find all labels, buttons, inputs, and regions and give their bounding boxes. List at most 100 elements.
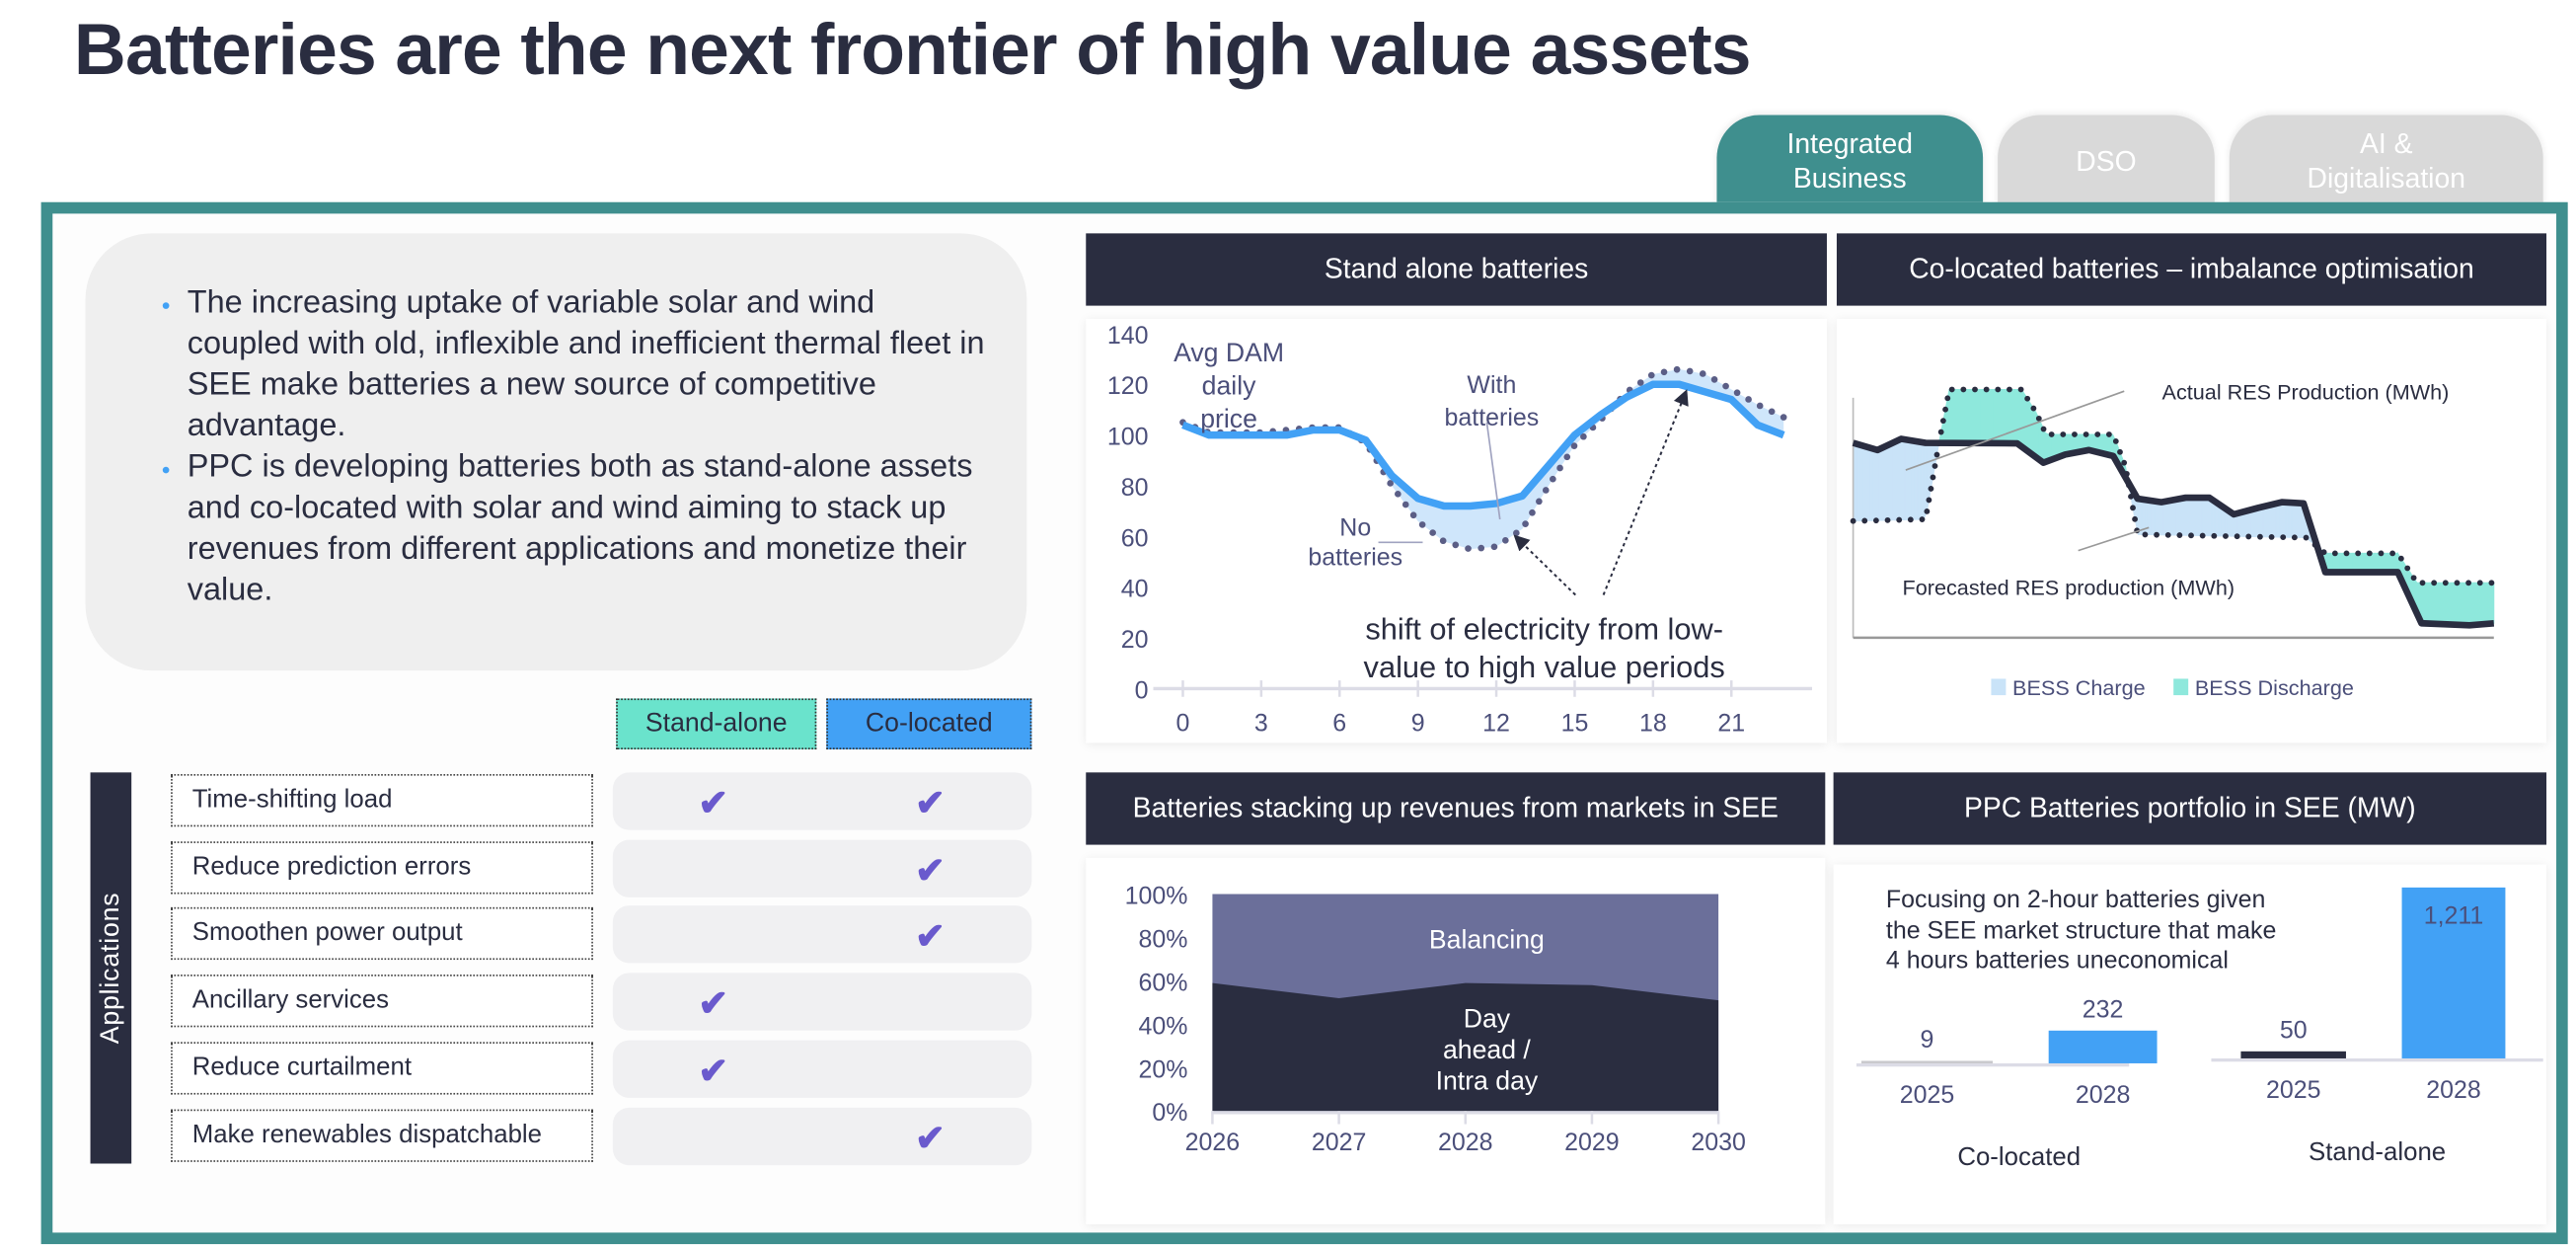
tab-label: Integrated <box>1786 127 1913 160</box>
y-tick-label: 20% <box>1139 1055 1188 1083</box>
note-line: 4 hours batteries uneconomical <box>1885 946 2229 976</box>
y-tick-label: 0% <box>1152 1099 1187 1127</box>
y-tick-label: 100 <box>1107 424 1149 451</box>
check-icon: ✔ <box>698 1050 729 1092</box>
application-row-cells: ✔ <box>612 1040 1032 1098</box>
bullet-item: PPC is developing batteries both as stan… <box>188 447 994 611</box>
x-tick-label: 21 <box>1717 710 1745 738</box>
y-axis-title: price <box>1200 404 1257 433</box>
series-label: batteries <box>1308 544 1402 572</box>
series-label: Forecasted RES production (MWh) <box>1903 576 2235 600</box>
applications-label-bar: Applications <box>90 772 132 1164</box>
imbalance-chart: Actual RES Production (MWh) Forecasted RE… <box>1850 379 2497 700</box>
actual-line <box>1852 435 2495 629</box>
y-tick-label: 120 <box>1107 372 1149 400</box>
tab-label: Business <box>1792 162 1907 195</box>
tab-label: AI & <box>2359 127 2413 160</box>
check-icon: ✔ <box>698 982 729 1025</box>
check-icon: ✔ <box>915 915 946 957</box>
revenue-stack-chart: 0% 20% 40% 60% 80% 100% 2026 2027 2028 2029 2030 Ba… <box>1125 882 1746 1156</box>
note-line: Focusing on 2-hour batteries given <box>1885 886 2266 914</box>
x-tick-label: 2025 <box>1900 1081 1955 1109</box>
x-tick-label: 2030 <box>1691 1129 1746 1156</box>
stand-alone-chart-panel: 0 20 40 60 80 100 120 140 0 3 6 9 12 15 18 21 Avg DAM dai… <box>1086 318 1827 743</box>
y-tick-label: 80 <box>1121 474 1149 502</box>
summary-box: The increasing uptake of variable solar … <box>85 233 1027 671</box>
series-label: Day <box>1464 1003 1511 1033</box>
annotation-text: value to high value periods <box>1364 650 1725 684</box>
bar <box>2401 887 2506 1058</box>
x-tick-label: 3 <box>1254 710 1268 738</box>
stacking-chart-panel: 0% 20% 40% 60% 80% 100% 2026 2027 2028 2029 2030 Ba… <box>1086 857 1826 1225</box>
bar-value-label: 9 <box>1921 1026 1934 1054</box>
tab-label: DSO <box>2076 145 2137 177</box>
y-tick-label: 60 <box>1121 524 1149 552</box>
application-label: Smoothen power output <box>171 906 593 961</box>
application-row-cells: ✔ <box>612 1107 1032 1166</box>
y-axis-title: Avg DAM <box>1174 338 1284 367</box>
series-label: Actual RES Production (MWh) <box>2162 379 2450 404</box>
application-row-cells: ✔ ✔ <box>612 772 1032 830</box>
y-tick-label: 0 <box>1135 676 1149 704</box>
application-label: Ancillary services <box>171 975 593 1028</box>
x-tick-label: 18 <box>1639 710 1667 738</box>
legend-swatch-discharge <box>2173 678 2189 696</box>
tab-integrated-business[interactable]: Integrated Business <box>1716 115 1984 207</box>
y-axis-title: daily <box>1202 370 1256 400</box>
annotation-text: shift of electricity from low- <box>1365 612 1723 647</box>
application-row-cells: ✔ <box>612 839 1032 898</box>
note-line: the SEE market structure that make <box>1885 915 2277 945</box>
group-label: Stand-alone <box>2309 1138 2446 1166</box>
x-tick-label: 15 <box>1561 710 1589 738</box>
check-icon: ✔ <box>698 782 729 823</box>
series-label: With <box>1467 371 1516 399</box>
bar <box>2240 1051 2346 1058</box>
series-label: ahead / <box>1443 1035 1531 1064</box>
bess-discharge-segment <box>2490 582 2495 625</box>
bar <box>1860 1060 1994 1063</box>
application-label: Reduce curtailment <box>171 1042 593 1095</box>
panel-header-co-located: Co-located batteries – imbalance optimis… <box>1836 233 2547 306</box>
day-ahead-area <box>1212 982 1719 1112</box>
column-header-co-located: Co-located <box>826 698 1032 750</box>
portfolio-chart-panel: Focusing on 2-hour batteries given the S… <box>1833 864 2547 1225</box>
leader-line <box>2078 526 2150 552</box>
with-batteries-line <box>1181 380 1785 510</box>
bar-value-label: 232 <box>2083 995 2124 1023</box>
y-tick-label: 100% <box>1125 882 1188 909</box>
y-tick-label: 80% <box>1139 925 1188 953</box>
applications-label: Applications <box>96 892 124 1045</box>
series-label: No <box>1339 514 1371 542</box>
x-tick-label: 2025 <box>2266 1076 2321 1104</box>
leader-line <box>1905 390 2125 471</box>
y-tick-label: 20 <box>1121 626 1149 654</box>
tab-ai-digitalisation[interactable]: AI & Digitalisation <box>2229 115 2543 207</box>
panel-header-stacking: Batteries stacking up revenues from mark… <box>1086 772 1826 845</box>
no-batteries-line <box>1179 365 1787 553</box>
y-tick-label: 40% <box>1139 1012 1188 1040</box>
tab-label: Digitalisation <box>2307 162 2465 195</box>
portfolio-note: Focusing on 2-hour batteries given the S… <box>1886 886 2277 976</box>
annotation-arrow <box>1513 534 1576 596</box>
tab-dso[interactable]: DSO <box>1998 115 2215 207</box>
bar <box>2048 1030 2158 1063</box>
bar-value-label: 1,211 <box>2424 901 2484 929</box>
legend-label: BESS Discharge <box>2195 675 2354 700</box>
x-tick-label: 0 <box>1176 710 1190 738</box>
application-label: Make renewables dispatchable <box>171 1109 593 1162</box>
legend-swatch-charge <box>1991 678 2007 696</box>
application-label: Reduce prediction errors <box>171 841 593 895</box>
leader-line <box>1485 422 1501 520</box>
series-label: batteries <box>1445 404 1540 431</box>
x-tick-label: 2026 <box>1185 1129 1241 1156</box>
panel-header-portfolio: PPC Batteries portfolio in SEE (MW) <box>1833 772 2547 845</box>
y-tick-label: 140 <box>1107 322 1149 350</box>
legend-label: BESS Charge <box>2012 675 2146 700</box>
portfolio-bar-chart: 9 2025 232 2028 Co-located 50 2025 1,211 2028 Sta… <box>1856 887 2543 1171</box>
group-label: Co-located <box>1957 1143 2081 1171</box>
bullet-item: The increasing uptake of variable solar … <box>188 282 994 446</box>
x-tick-label: 9 <box>1411 710 1425 738</box>
bar-value-label: 50 <box>2280 1016 2308 1044</box>
forecast-line <box>1850 386 2497 586</box>
